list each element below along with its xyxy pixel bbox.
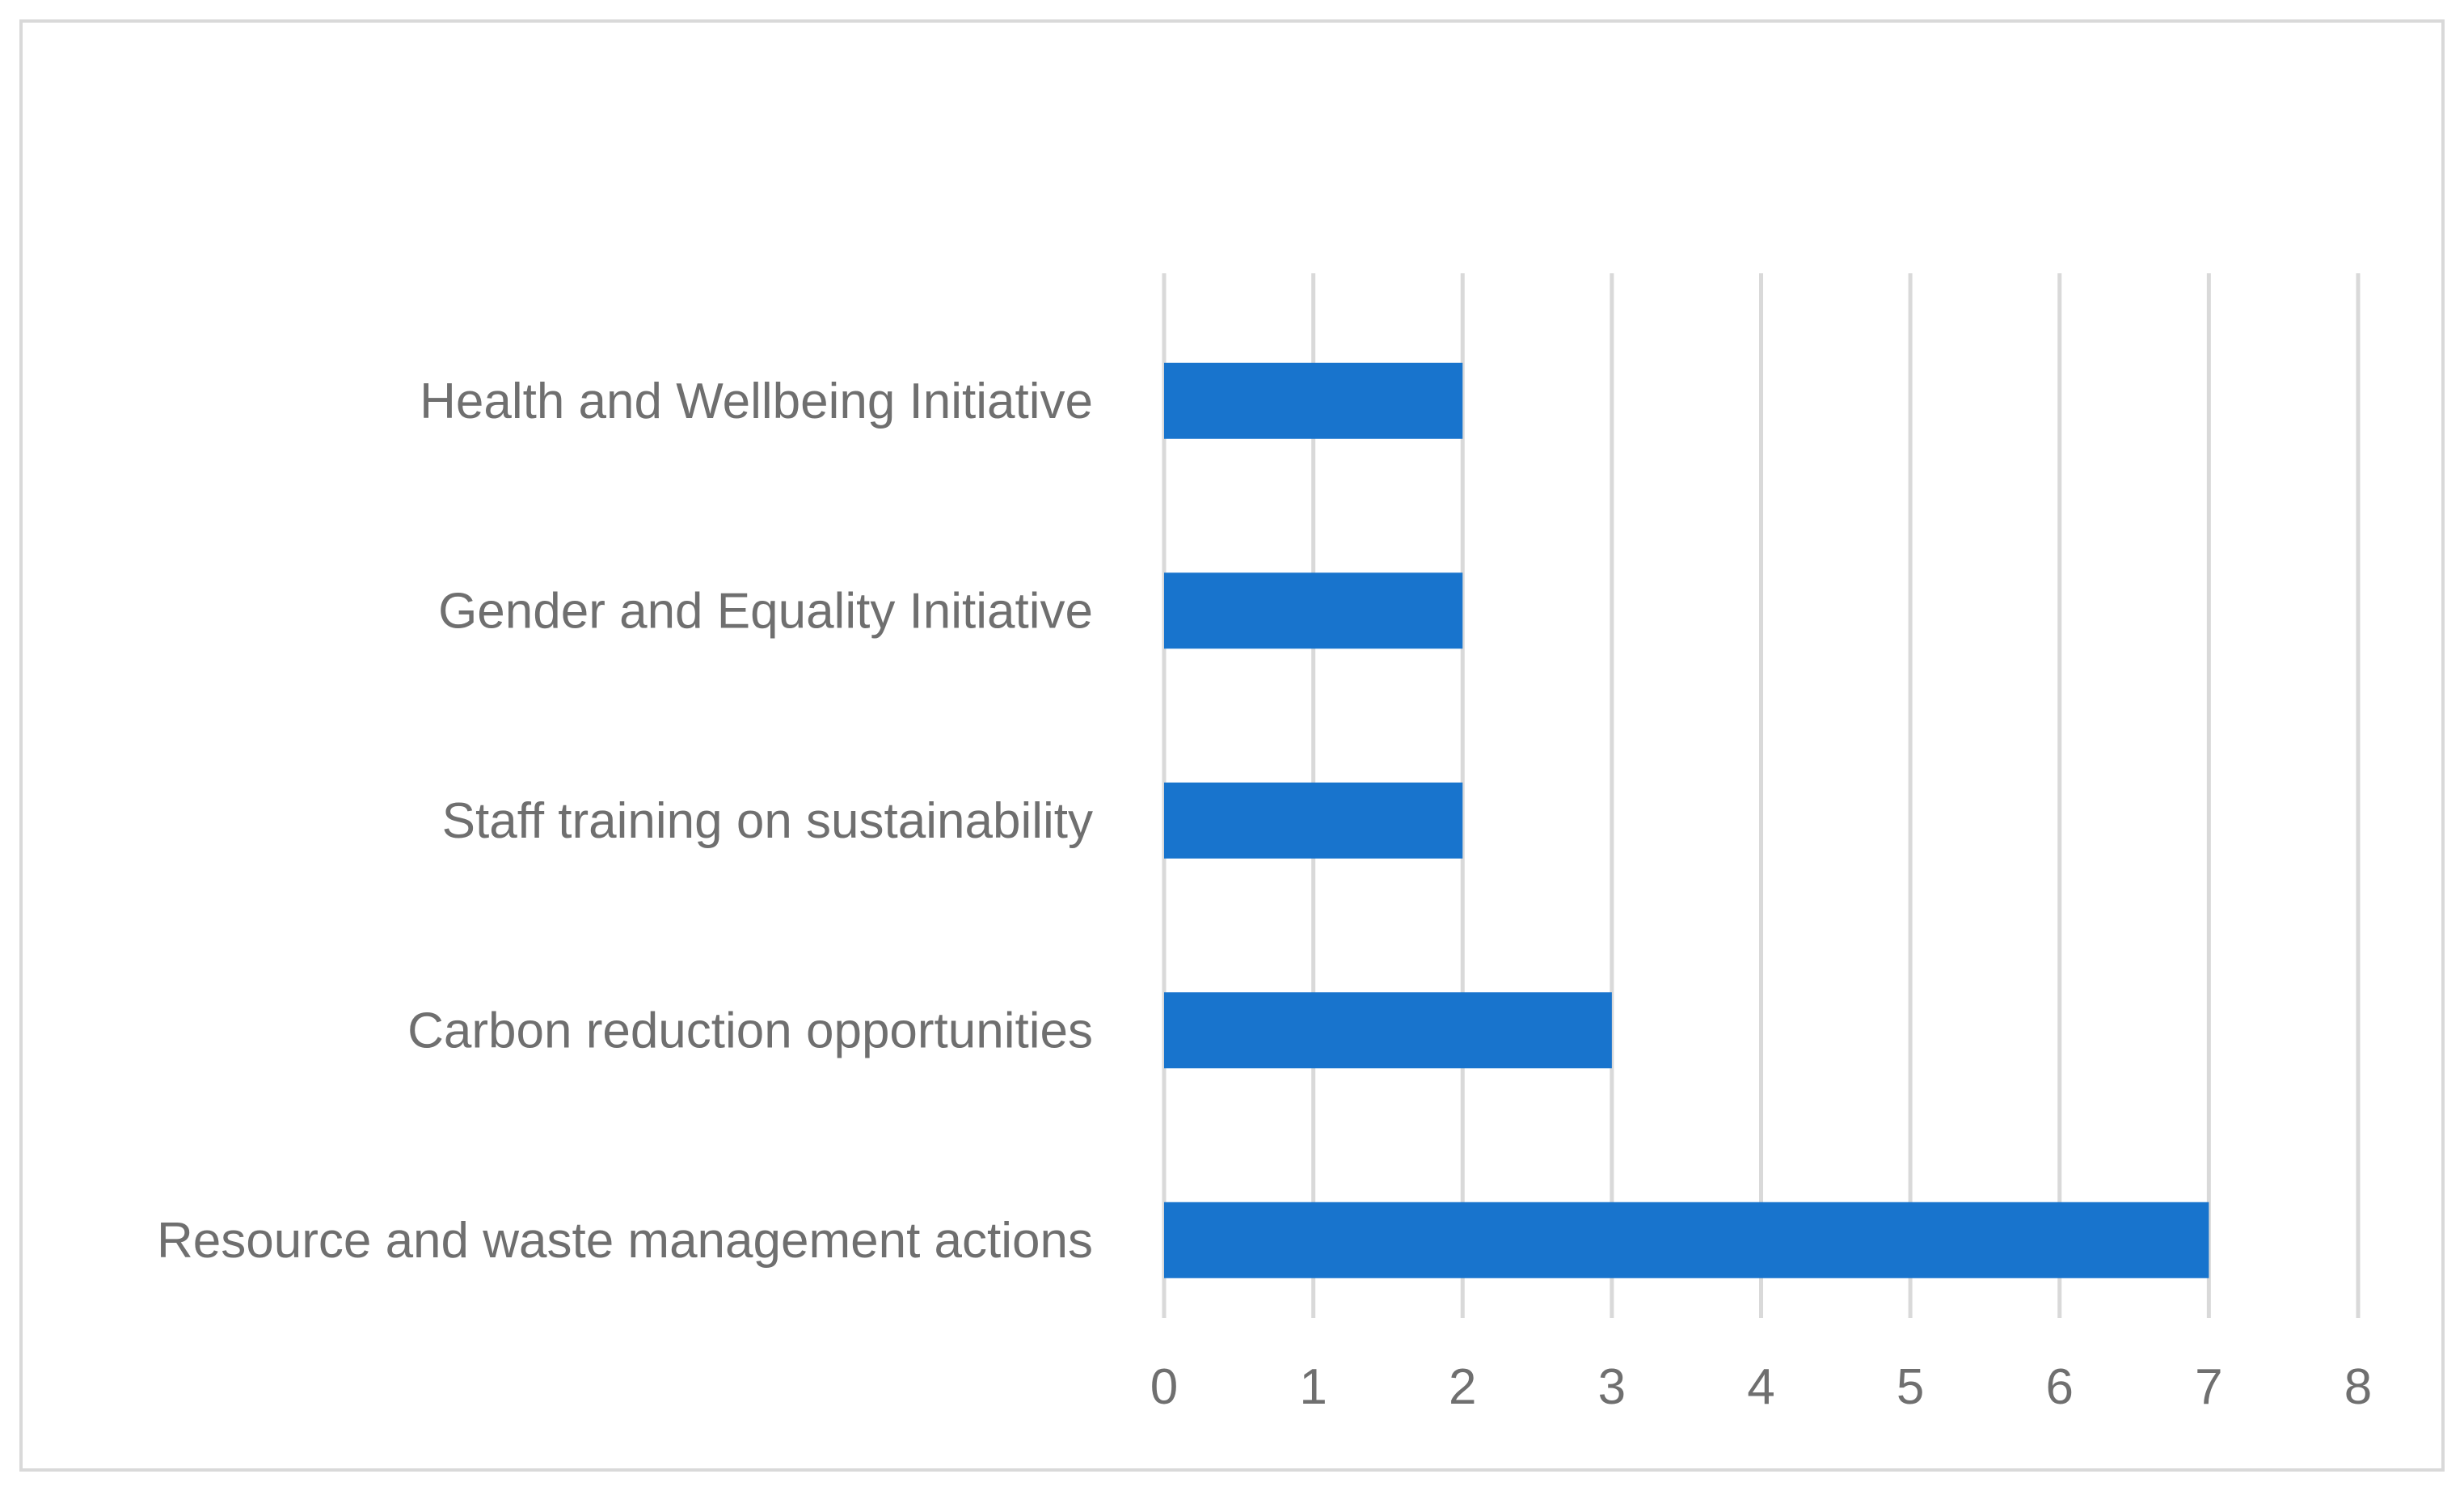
category-label: Carbon reduction opportunities [407, 1003, 1093, 1058]
x-tick-label: 4 [1747, 1359, 1774, 1415]
bar [1164, 782, 1463, 859]
category-label: Health and Wellbeing Initiative [420, 374, 1093, 429]
x-tick-label: 2 [1449, 1359, 1476, 1415]
bar [1164, 572, 1463, 649]
bars [1164, 362, 2209, 1278]
x-tick-label: 1 [1299, 1359, 1327, 1415]
chart-frame: Health and Wellbeing Initiative Gender an… [19, 19, 2445, 1472]
x-tick-label: 6 [2046, 1359, 2074, 1415]
bar [1164, 992, 1612, 1069]
bar-chart: Health and Wellbeing Initiative Gender an… [157, 273, 2372, 1415]
x-tick-label: 0 [1150, 1359, 1178, 1415]
x-tick-label: 5 [1897, 1359, 1924, 1415]
x-tick-label: 3 [1598, 1359, 1626, 1415]
category-label: Resource and waste management actions [157, 1213, 1093, 1269]
x-tick-label: 8 [2344, 1359, 2372, 1415]
x-tick-labels: 0 1 2 3 4 5 6 7 8 [1150, 1359, 2372, 1415]
gridlines [1162, 273, 2361, 1318]
bar [1164, 362, 1463, 439]
category-label: Staff training on sustainability [442, 793, 1093, 849]
x-tick-label: 7 [2195, 1359, 2222, 1415]
bar [1164, 1202, 2209, 1278]
category-labels: Health and Wellbeing Initiative Gender an… [157, 374, 1093, 1269]
category-label: Gender and Equality Initiative [438, 583, 1093, 639]
